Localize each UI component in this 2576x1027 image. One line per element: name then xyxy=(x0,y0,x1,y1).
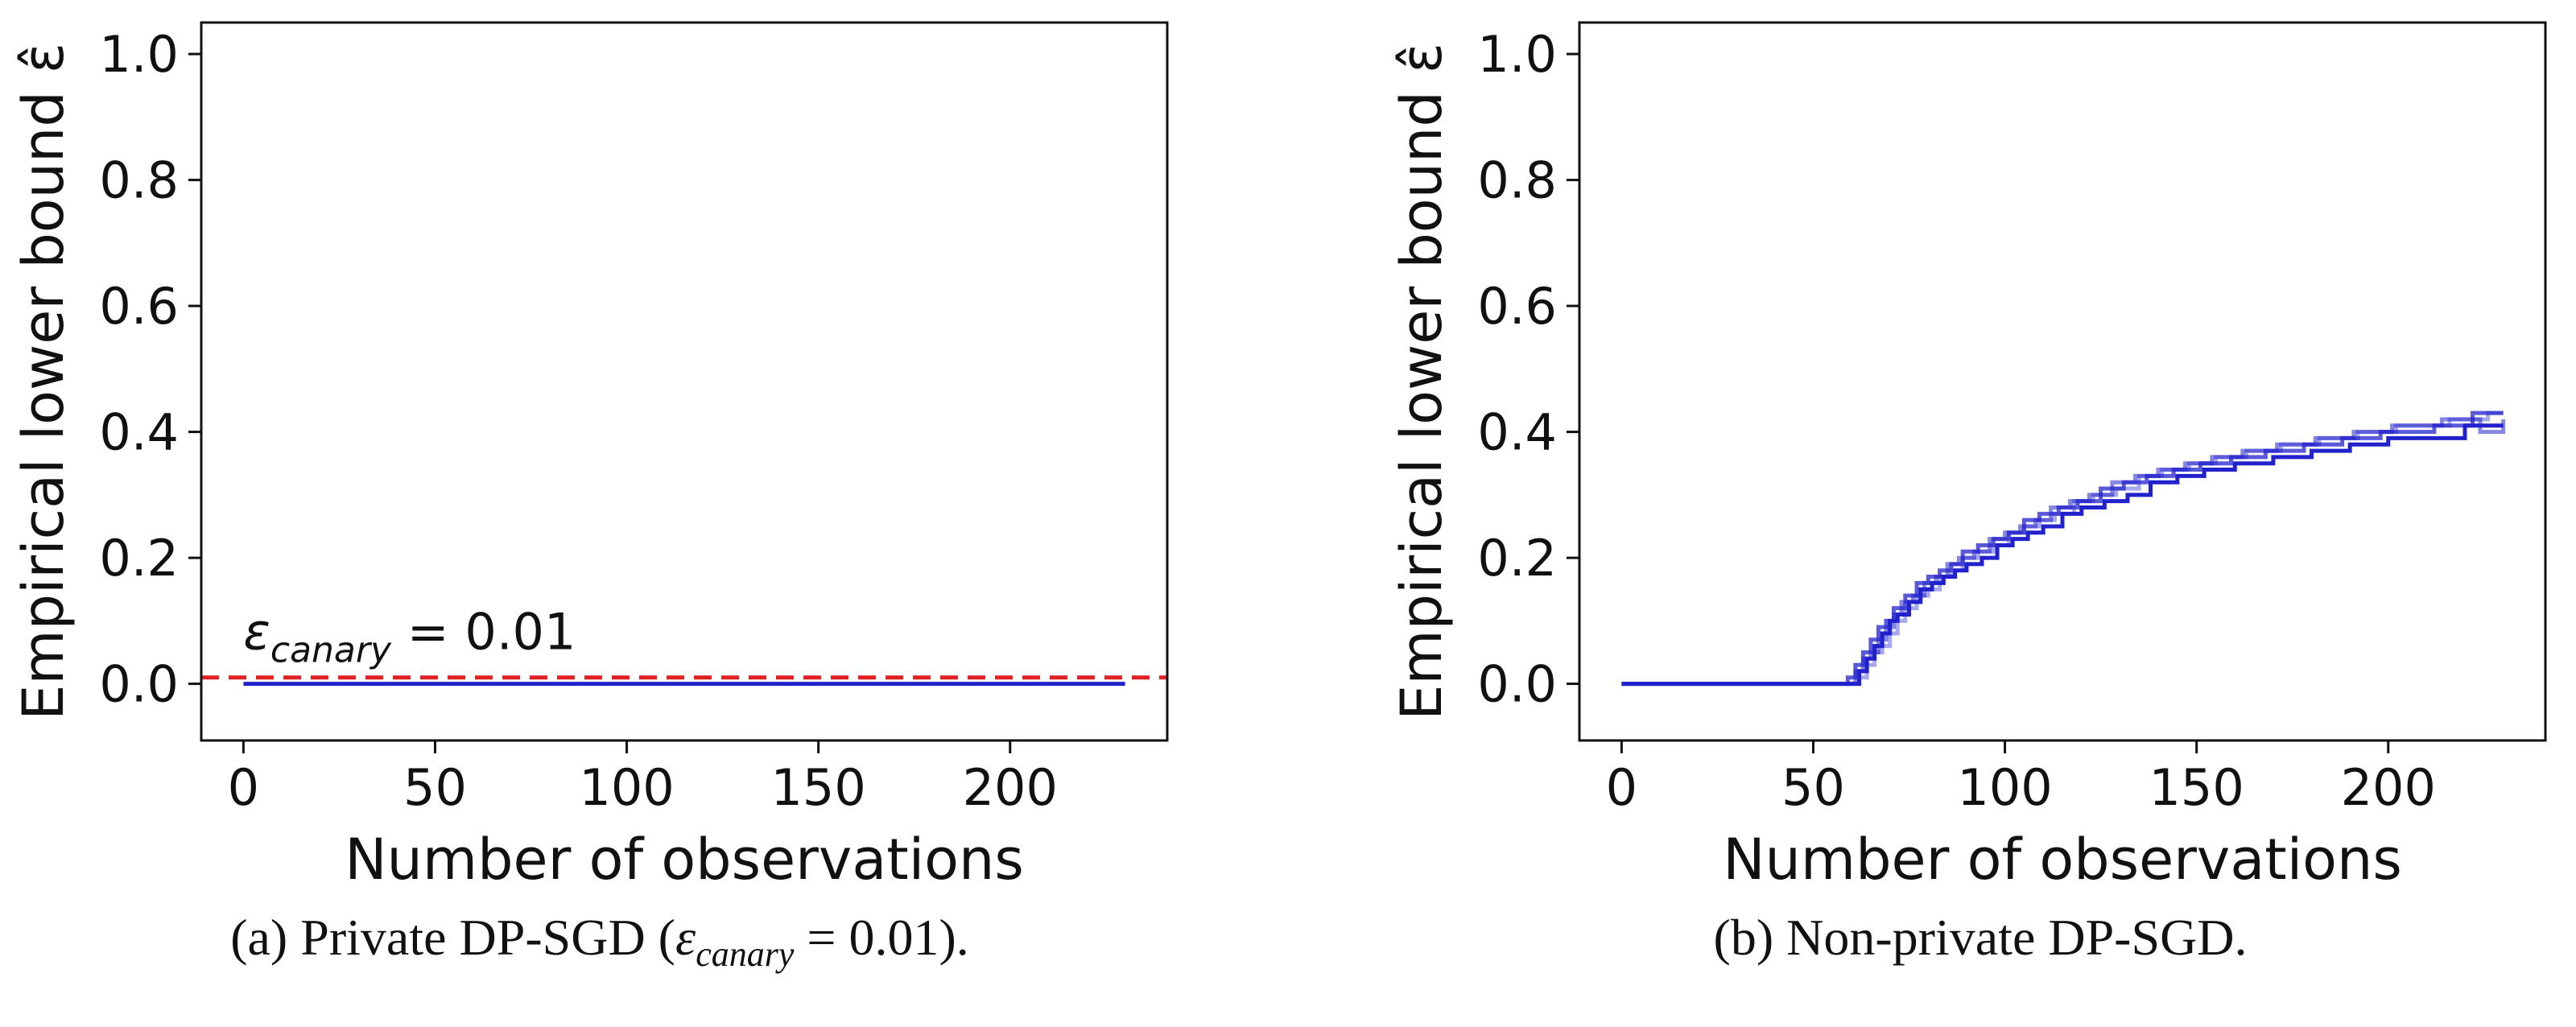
x-tick-label: 0 xyxy=(1606,758,1637,817)
caption-a-sub: canary xyxy=(696,934,795,974)
x-tick-label: 50 xyxy=(403,758,467,817)
caption-b: (b) Non-private DP-SGD. xyxy=(1713,909,2248,966)
panel-a: 0 50 100 150 200 0.0 0.2 0.4 0.6 0.8 1.0 Number of … xyxy=(10,21,1169,893)
y-tick-label: 0.0 xyxy=(99,655,179,714)
y-tick-label: 0.0 xyxy=(1477,655,1557,714)
y-axis-label: Empirical lower bound ε̂ xyxy=(1389,43,1455,720)
x-tick-label: 200 xyxy=(963,758,1058,817)
x-axis-label: Number of observations xyxy=(345,827,1024,893)
y-tick-label: 0.2 xyxy=(99,529,179,588)
y-tick-label: 0.6 xyxy=(99,277,179,336)
x-axis-label: Number of observations xyxy=(1723,827,2402,893)
y-tick-label: 0.4 xyxy=(99,403,179,462)
x-tick-label: 150 xyxy=(2149,758,2244,817)
x-tick-label: 0 xyxy=(228,758,259,817)
x-tick-label: 200 xyxy=(2341,758,2436,817)
x-tick-label: 100 xyxy=(1957,758,2052,817)
series-line-1 xyxy=(1621,410,2504,687)
series-line-3 xyxy=(1621,410,2504,687)
y-tick-label: 0.8 xyxy=(1477,151,1557,210)
y-tick-label: 0.4 xyxy=(1477,403,1557,462)
caption-a: (a) Private DP-SGD (εcanary = 0.01). xyxy=(97,908,1103,975)
caption-a-suffix: = 0.01). xyxy=(794,909,969,966)
x-tick-label: 150 xyxy=(770,758,865,817)
canary-annotation: εcanary = 0.01 xyxy=(243,602,576,670)
x-tick-label: 50 xyxy=(1781,758,1845,817)
series-line-0 xyxy=(1621,423,2504,687)
series-line-2 xyxy=(1621,417,2506,687)
y-tick-label: 0.2 xyxy=(1477,529,1557,588)
caption-a-eps: ε xyxy=(675,909,696,966)
plot-frame xyxy=(200,21,1169,742)
caption-a-prefix: (a) Private DP-SGD ( xyxy=(230,909,675,966)
y-tick-label: 0.6 xyxy=(1477,277,1557,336)
y-tick-label: 0.8 xyxy=(99,151,179,210)
plot-frame xyxy=(1578,21,2547,742)
y-tick-label: 1.0 xyxy=(1477,25,1557,84)
y-axis-label: Empirical lower bound ε̂ xyxy=(10,43,76,720)
y-tick-label: 1.0 xyxy=(99,25,179,84)
panel-b: 0 50 100 150 200 0.0 0.2 0.4 0.6 0.8 1.0 Number of … xyxy=(1389,21,2547,893)
x-tick-label: 100 xyxy=(579,758,674,817)
